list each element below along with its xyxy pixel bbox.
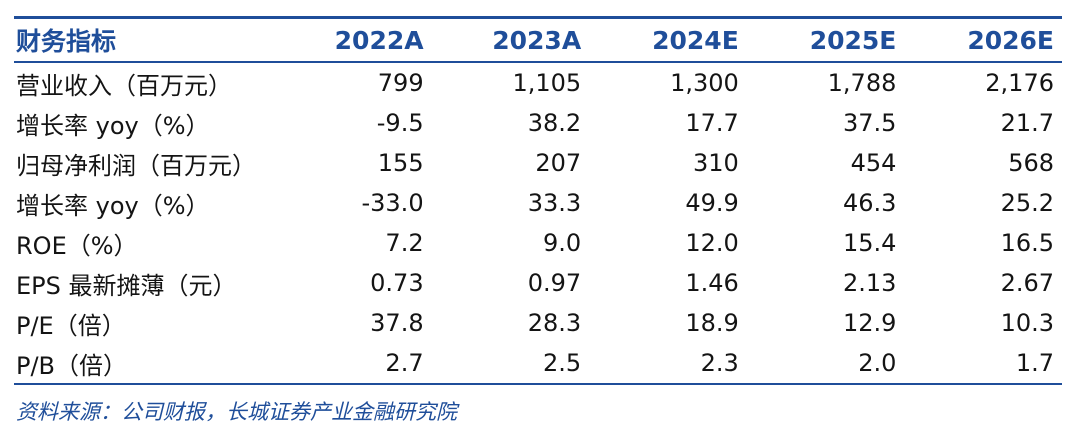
value-cell: -9.5 <box>376 109 424 137</box>
value-cell: 2.67 <box>1000 269 1054 297</box>
value-cell: 1,105 <box>512 69 582 97</box>
value-cell: 12.0 <box>685 229 739 257</box>
header-cell-2025e: 2025E <box>809 25 897 55</box>
value-cell: 33.3 <box>527 189 582 217</box>
value-cell: 49.9 <box>685 189 739 217</box>
source-note: 资料来源：公司财报，长城证券产业金融研究院 <box>16 400 457 424</box>
value-cell: 2.13 <box>842 269 897 297</box>
value-cell: 38.2 <box>527 109 582 137</box>
table-top-rule <box>14 16 1062 19</box>
row-label-cell: 营业收入（百万元） <box>16 71 232 100</box>
row-label-cell: P/B（倍） <box>16 351 128 380</box>
value-cell: 2,176 <box>985 69 1054 97</box>
table-row: 增长率 yoy（%） -33.0 33.3 49.9 46.3 25.2 <box>14 183 1062 223</box>
value-cell: 28.3 <box>527 309 582 337</box>
row-label-cell: EPS 最新摊薄（元） <box>16 271 237 300</box>
table-row: EPS 最新摊薄（元） 0.73 0.97 1.46 2.13 2.67 <box>14 263 1062 303</box>
header-cell-2026e: 2026E <box>967 25 1054 55</box>
value-cell: 37.5 <box>842 109 897 137</box>
value-cell: 17.7 <box>685 109 739 137</box>
value-cell: 799 <box>377 69 424 97</box>
value-cell: 454 <box>850 149 897 177</box>
financial-indicators-body-table: 营业收入（百万元） 799 1,105 1,300 1,788 2,176 增长率 yoy（… <box>14 63 1062 383</box>
header-cell-2024e: 2024E <box>652 25 739 55</box>
value-cell: 2.0 <box>858 349 897 377</box>
value-cell: 25.2 <box>1000 189 1054 217</box>
value-cell: 37.8 <box>370 309 424 337</box>
table-body: 营业收入（百万元） 799 1,105 1,300 1,788 2,176 增长率 yoy（… <box>14 63 1062 383</box>
table-row: ROE（%） 7.2 9.0 12.0 15.4 16.5 <box>14 223 1062 263</box>
value-cell: 16.5 <box>1000 229 1054 257</box>
value-cell: 0.97 <box>527 269 582 297</box>
value-cell: 7.2 <box>385 229 424 257</box>
financial-indicators-table-container: 财务指标 2022A 2023A 2024E 2025E 2026E 营业收入（… <box>14 16 1062 385</box>
table-row: 营业收入（百万元） 799 1,105 1,300 1,788 2,176 <box>14 63 1062 103</box>
value-cell: 155 <box>377 149 424 177</box>
table-bottom-rule <box>14 383 1062 385</box>
value-cell: 15.4 <box>842 229 897 257</box>
row-label-cell: 增长率 yoy（%） <box>16 191 210 220</box>
header-cell-2023a: 2023A <box>492 25 582 55</box>
value-cell: 2.5 <box>543 349 582 377</box>
table-row: 增长率 yoy（%） -9.5 38.2 17.7 37.5 21.7 <box>14 103 1062 143</box>
header-separator-rule <box>14 61 1062 63</box>
table-row: 归母净利润（百万元） 155 207 310 454 568 <box>14 143 1062 183</box>
table-row: P/B（倍） 2.7 2.5 2.3 2.0 1.7 <box>14 343 1062 383</box>
value-cell: -33.0 <box>361 189 424 217</box>
value-cell: 9.0 <box>543 229 582 257</box>
header-cell-indicator: 财务指标 <box>16 27 117 56</box>
table-header: 财务指标 2022A 2023A 2024E 2025E 2026E <box>14 19 1062 61</box>
row-label-cell: 增长率 yoy（%） <box>16 111 210 140</box>
value-cell: 18.9 <box>685 309 739 337</box>
financial-indicators-table: 财务指标 2022A 2023A 2024E 2025E 2026E <box>14 19 1062 61</box>
value-cell: 2.3 <box>700 349 739 377</box>
value-cell: 0.73 <box>370 269 424 297</box>
value-cell: 568 <box>1008 149 1054 177</box>
value-cell: 1,300 <box>670 69 739 97</box>
value-cell: 207 <box>535 149 582 177</box>
value-cell: 46.3 <box>842 189 897 217</box>
value-cell: 21.7 <box>1000 109 1054 137</box>
value-cell: 1.7 <box>1015 349 1054 377</box>
value-cell: 12.9 <box>842 309 897 337</box>
row-label-cell: ROE（%） <box>16 231 138 260</box>
value-cell: 1.46 <box>685 269 739 297</box>
header-cell-2022a: 2022A <box>334 25 424 55</box>
row-label-cell: P/E（倍） <box>16 311 126 340</box>
value-cell: 10.3 <box>1000 309 1054 337</box>
value-cell: 1,788 <box>827 69 897 97</box>
header-row: 财务指标 2022A 2023A 2024E 2025E 2026E <box>14 19 1062 61</box>
table-row: P/E（倍） 37.8 28.3 18.9 12.9 10.3 <box>14 303 1062 343</box>
row-label-cell: 归母净利润（百万元） <box>16 151 256 180</box>
value-cell: 310 <box>692 149 739 177</box>
value-cell: 2.7 <box>385 349 424 377</box>
